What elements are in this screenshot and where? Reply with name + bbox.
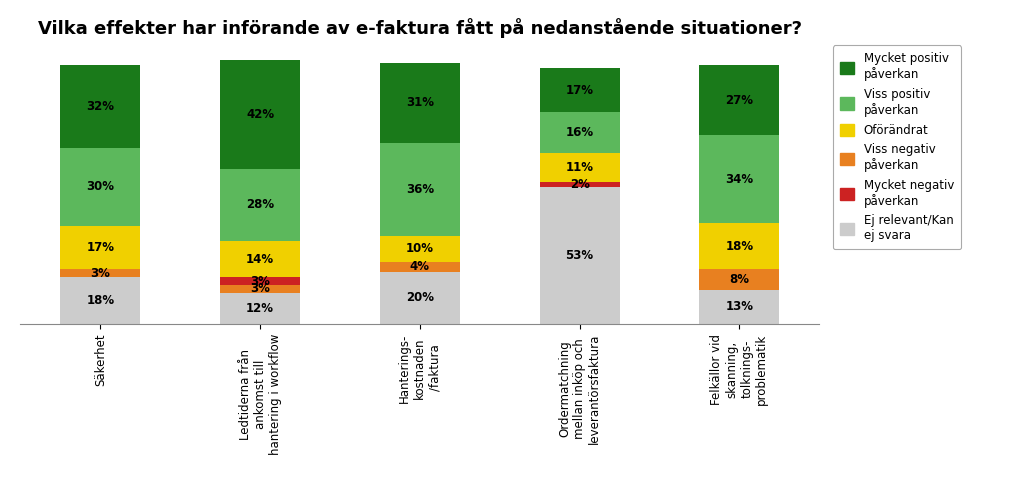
Text: 42%: 42% <box>246 108 274 121</box>
Text: 34%: 34% <box>725 173 754 186</box>
Bar <box>220 169 300 241</box>
Text: 8%: 8% <box>729 273 750 286</box>
Bar <box>540 68 620 112</box>
Text: 17%: 17% <box>565 84 594 97</box>
Bar <box>699 65 779 135</box>
Text: 3%: 3% <box>250 274 270 287</box>
Bar <box>699 223 779 269</box>
Text: 16%: 16% <box>565 126 594 139</box>
Bar <box>60 226 140 269</box>
Text: 2%: 2% <box>569 178 590 191</box>
Text: 12%: 12% <box>246 302 274 315</box>
Bar <box>60 269 140 277</box>
Text: 3%: 3% <box>250 282 270 295</box>
Bar <box>60 148 140 226</box>
Text: 36%: 36% <box>406 183 434 196</box>
Legend: Mycket positiv
påverkan, Viss positiv
påverkan, Oförändrat, Viss negativ
påverka: Mycket positiv påverkan, Viss positiv på… <box>834 45 962 249</box>
Text: 17%: 17% <box>86 241 115 254</box>
Text: 3%: 3% <box>90 267 111 280</box>
Text: 18%: 18% <box>725 240 754 252</box>
Bar <box>220 293 300 324</box>
Bar <box>699 135 779 223</box>
Bar <box>540 112 620 153</box>
Bar <box>380 272 460 324</box>
Text: 10%: 10% <box>406 243 434 255</box>
Bar <box>60 65 140 148</box>
Bar <box>380 143 460 236</box>
Text: 27%: 27% <box>725 94 754 107</box>
Bar <box>380 236 460 262</box>
Bar <box>220 285 300 293</box>
Bar <box>699 290 779 324</box>
Text: 30%: 30% <box>86 180 115 193</box>
Bar <box>220 277 300 285</box>
Text: 14%: 14% <box>246 252 274 265</box>
Text: 13%: 13% <box>725 300 754 313</box>
Bar <box>699 269 779 290</box>
Text: 4%: 4% <box>410 260 430 273</box>
Title: Vilka effekter har införande av e-faktura fått på nedanstående situationer?: Vilka effekter har införande av e-faktur… <box>38 18 802 38</box>
Text: 32%: 32% <box>86 100 115 113</box>
Bar <box>220 241 300 277</box>
Text: 28%: 28% <box>246 198 274 212</box>
Text: 18%: 18% <box>86 294 115 307</box>
Bar <box>380 262 460 272</box>
Text: 31%: 31% <box>406 97 434 110</box>
Text: 11%: 11% <box>565 161 594 174</box>
Bar <box>540 182 620 187</box>
Bar <box>540 153 620 182</box>
Text: 20%: 20% <box>406 291 434 304</box>
Bar <box>380 63 460 143</box>
Bar <box>220 60 300 169</box>
Text: 53%: 53% <box>565 249 594 262</box>
Bar <box>540 187 620 324</box>
Bar <box>60 277 140 324</box>
